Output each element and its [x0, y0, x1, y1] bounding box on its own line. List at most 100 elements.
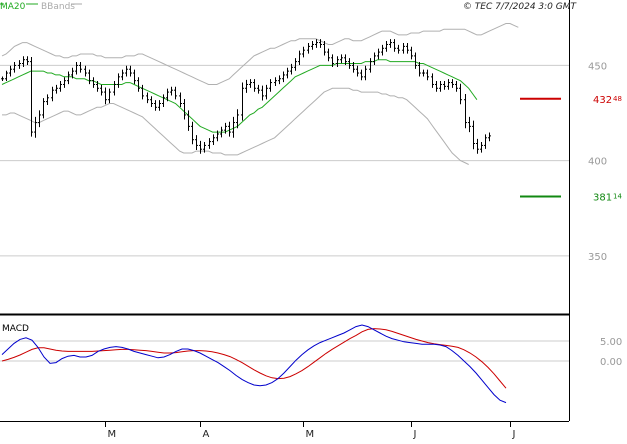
price-bar	[71, 67, 74, 79]
price-bar	[278, 75, 281, 85]
resistance-label: 432	[593, 95, 612, 106]
macd-tick-0.00: 0.00	[600, 357, 622, 368]
price-bar	[364, 65, 367, 81]
price-bar	[216, 130, 219, 142]
macd-signal-line	[1, 328, 507, 389]
price-bar	[426, 69, 429, 81]
price-bar	[311, 41, 314, 50]
ma20-line	[1, 59, 478, 133]
price-bar	[224, 122, 227, 134]
price-bar	[385, 41, 388, 52]
price-bar	[410, 46, 413, 60]
price-bar	[373, 52, 376, 66]
price-bar	[443, 81, 446, 90]
price-bar	[59, 81, 62, 92]
macd-title: MACD	[2, 324, 29, 334]
price-bar	[236, 109, 239, 129]
price-bar	[199, 140, 202, 154]
price-bar	[286, 67, 289, 79]
price-bar	[294, 58, 297, 71]
price-bar	[480, 141, 483, 153]
price-bar	[187, 110, 190, 131]
price-bar	[245, 79, 248, 93]
price-bar	[302, 46, 305, 58]
price-bar	[108, 88, 111, 104]
x-tick-label-A: A	[203, 429, 210, 440]
price-bar	[484, 134, 487, 149]
price-bar	[158, 100, 161, 111]
price-bar	[51, 86, 54, 102]
price-tick-450: 450	[588, 61, 607, 72]
price-bar	[253, 79, 256, 92]
price-bar	[406, 42, 409, 54]
price-bar	[319, 39, 322, 48]
price-bar	[228, 121, 231, 137]
price-bar	[46, 94, 49, 106]
price-bar	[360, 69, 363, 81]
ma20-path	[1, 59, 478, 133]
axis-labels: 450 400 350 5.00 0.00 M A M J J	[105, 61, 622, 440]
price-bar	[30, 57, 33, 137]
price-bar	[208, 138, 211, 149]
price-bar	[455, 81, 458, 92]
price-bar	[179, 92, 182, 107]
price-bar	[369, 58, 372, 73]
price-tick-350: 350	[588, 252, 607, 263]
price-bar	[125, 65, 128, 77]
price-bar	[129, 65, 132, 77]
price-bar	[113, 81, 116, 96]
copyright-stamp: © TEC 7/7/2024 3:0 GMT	[463, 2, 578, 12]
price-bar	[55, 84, 58, 94]
price-bar	[79, 61, 82, 73]
price-bar	[92, 77, 95, 88]
price-levels: 432 48 381 14	[520, 95, 622, 204]
support-label: 381	[593, 193, 612, 204]
price-bar	[323, 41, 326, 56]
price-bar	[232, 116, 235, 138]
price-bar	[133, 69, 136, 85]
price-bar	[393, 39, 396, 52]
ma20-legend-label: MA20	[0, 2, 26, 12]
price-bar	[447, 79, 450, 90]
price-bar	[472, 120, 475, 150]
price-bar	[402, 42, 405, 54]
price-bar	[195, 135, 198, 150]
price-bar	[265, 84, 268, 100]
price-bar	[340, 54, 343, 64]
price-bar	[261, 85, 264, 101]
price-tick-400: 400	[588, 157, 607, 168]
price-bar	[451, 79, 454, 88]
price-bar	[42, 98, 45, 119]
price-bar	[282, 71, 285, 83]
bb-upper-line	[1, 23, 519, 85]
frame-layer	[0, 0, 570, 422]
price-bar	[212, 134, 215, 146]
price-bar	[315, 39, 318, 48]
price-bar	[377, 48, 380, 60]
price-bar	[431, 73, 434, 88]
price-bar	[9, 65, 12, 77]
price-bar	[84, 65, 87, 77]
price-bar	[13, 61, 16, 73]
grid-layer	[0, 64, 569, 362]
price-bar	[75, 61, 78, 75]
price-bar	[34, 116, 37, 138]
price-bar	[414, 52, 417, 69]
price-bar	[96, 81, 99, 92]
price-bar	[397, 44, 400, 54]
x-tick-label-M: M	[306, 429, 315, 440]
price-bar	[331, 54, 334, 67]
price-bar	[5, 70, 8, 82]
resistance-label-fraction: 48	[613, 95, 622, 103]
price-bar	[203, 141, 206, 153]
macd-tick-5.00: 5.00	[600, 337, 622, 348]
support-label-fraction: 14	[613, 193, 622, 201]
price-bar	[170, 86, 173, 96]
price-bar	[290, 63, 293, 75]
price-bar	[22, 56, 25, 67]
price-bar	[141, 84, 144, 100]
price-bar	[389, 39, 392, 48]
price-bar	[439, 81, 442, 92]
price-bar	[488, 132, 491, 142]
